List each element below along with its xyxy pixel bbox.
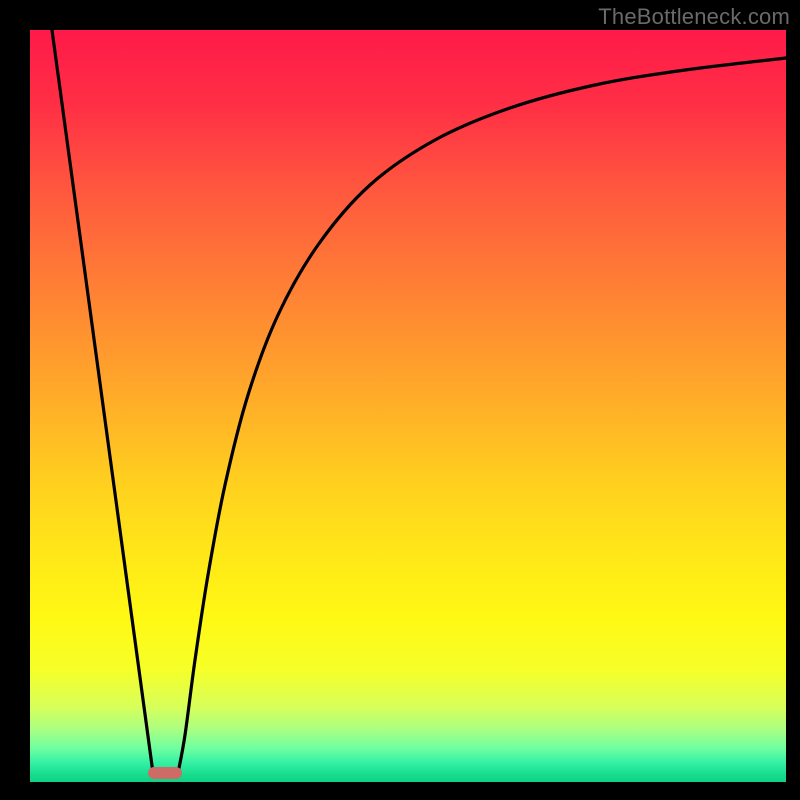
bottleneck-chart-svg [30, 30, 786, 782]
plot-area [30, 30, 786, 782]
chart-container: TheBottleneck.com [0, 0, 800, 800]
gradient-background [30, 30, 786, 782]
optimal-point-marker [148, 767, 182, 779]
attribution-text: TheBottleneck.com [598, 4, 790, 30]
